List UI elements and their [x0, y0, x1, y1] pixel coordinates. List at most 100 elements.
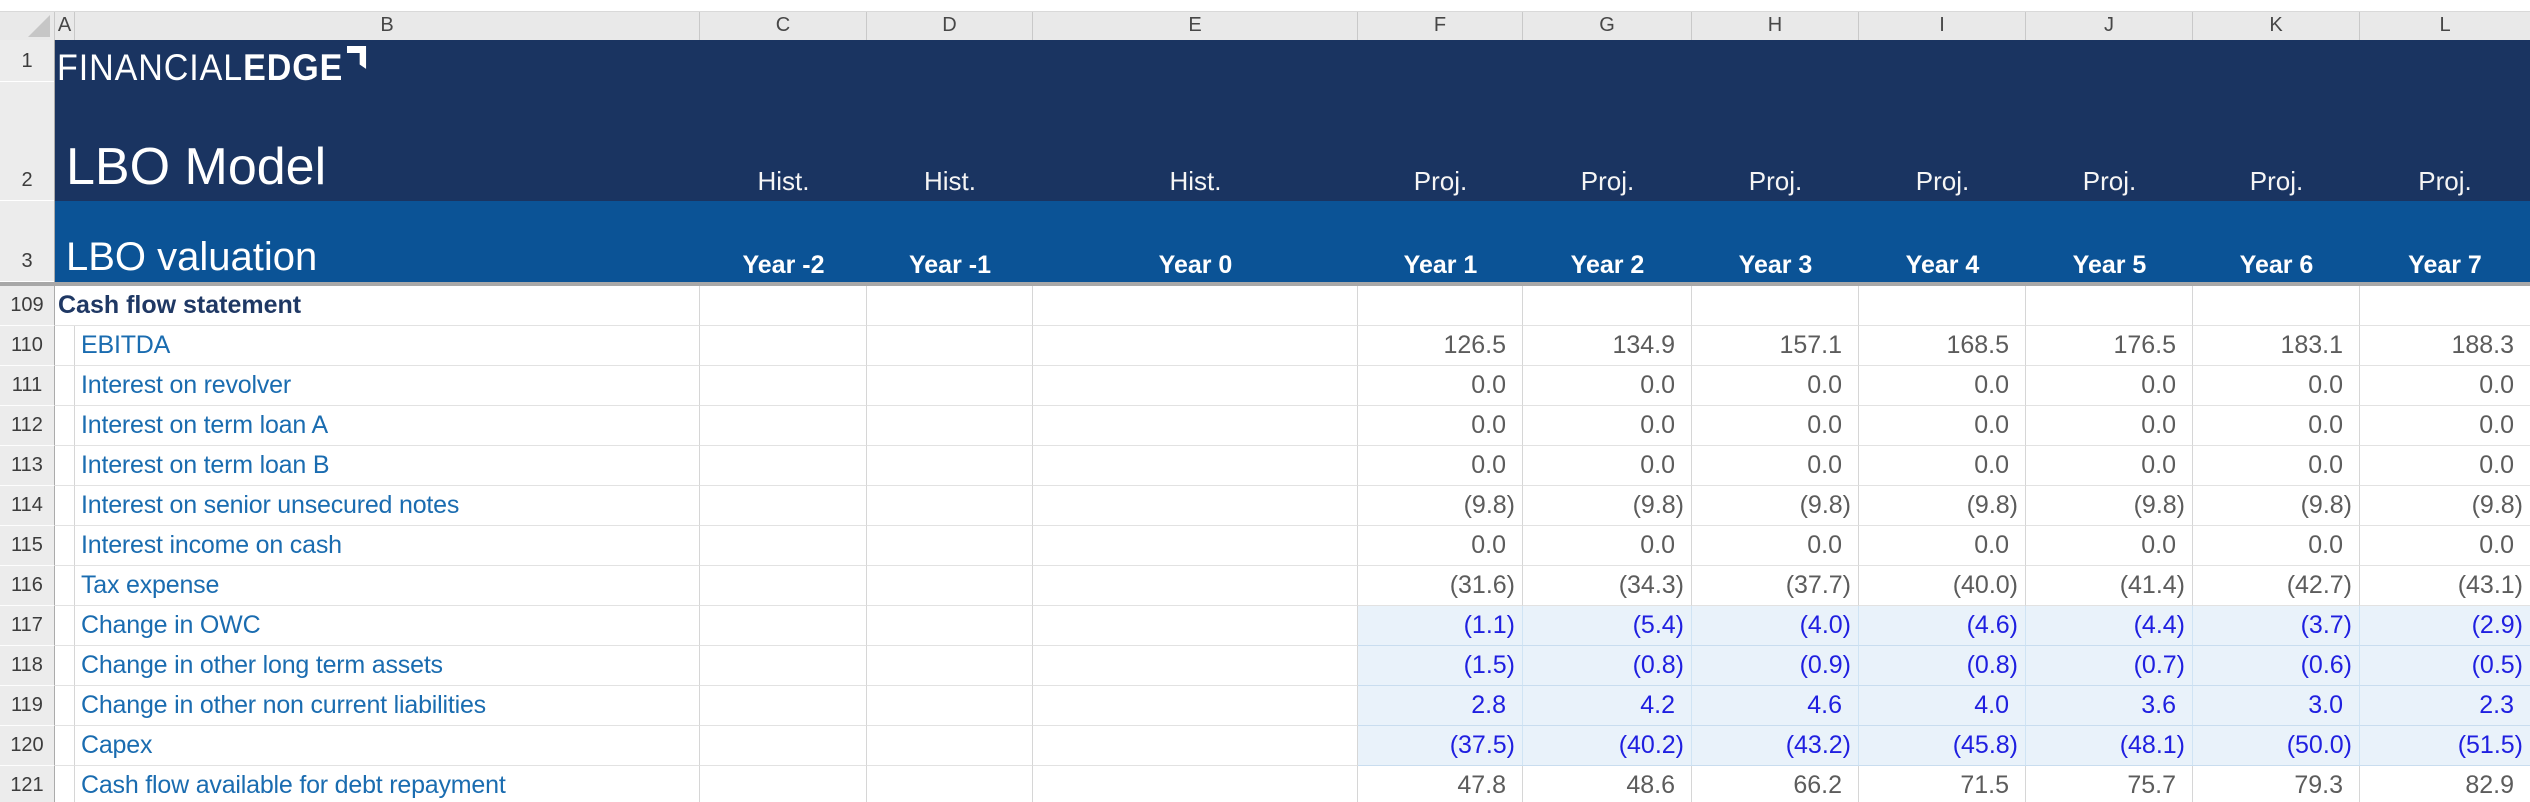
cell[interactable] — [55, 446, 75, 486]
row-label-cell[interactable]: Tax expense — [75, 566, 700, 606]
period-cell-h[interactable]: Proj. — [1748, 165, 1803, 196]
cell[interactable] — [867, 686, 1033, 726]
row-number[interactable]: 116 — [0, 566, 55, 606]
value-cell[interactable]: (43.1) — [2360, 566, 2530, 606]
value-cell[interactable]: 188.3 — [2360, 326, 2530, 366]
input-value-cell[interactable]: (50.0) — [2193, 726, 2360, 766]
value-cell[interactable]: 0.0 — [2360, 526, 2530, 566]
value-cell[interactable]: 0.0 — [1523, 366, 1692, 406]
row-number[interactable]: 111 — [0, 366, 55, 406]
cell[interactable] — [1033, 606, 1358, 646]
cell[interactable] — [2360, 286, 2530, 326]
cell[interactable] — [55, 326, 75, 366]
column-header-e[interactable]: E — [1033, 12, 1358, 40]
period-cell-d[interactable]: Hist. — [924, 165, 976, 196]
cell[interactable] — [867, 646, 1033, 686]
cell[interactable] — [1033, 566, 1358, 606]
row-label-cell[interactable]: Capex — [75, 726, 700, 766]
period-cell-l[interactable]: Proj. — [2418, 165, 2472, 196]
cell[interactable] — [55, 526, 75, 566]
cell[interactable] — [867, 766, 1033, 802]
input-value-cell[interactable]: (40.2) — [1523, 726, 1692, 766]
value-cell[interactable]: 0.0 — [1358, 446, 1523, 486]
cell[interactable] — [1033, 366, 1358, 406]
column-header-d[interactable]: D — [867, 12, 1033, 40]
row-label-cell[interactable]: Interest on term loan B — [75, 446, 700, 486]
cell[interactable] — [700, 726, 867, 766]
column-header-l[interactable]: L — [2360, 12, 2530, 40]
value-cell[interactable]: 0.0 — [1358, 406, 1523, 446]
period-cell-g[interactable]: Proj. — [1580, 165, 1635, 196]
cell[interactable] — [867, 566, 1033, 606]
value-cell[interactable]: 0.0 — [1692, 366, 1859, 406]
value-cell[interactable]: 0.0 — [2193, 446, 2360, 486]
input-value-cell[interactable]: (0.5) — [2360, 646, 2530, 686]
period-cell-k[interactable]: Proj. — [2249, 165, 2304, 196]
input-value-cell[interactable]: (1.1) — [1358, 606, 1523, 646]
cell[interactable] — [55, 646, 75, 686]
cell[interactable] — [700, 486, 867, 526]
value-cell[interactable]: (9.8) — [2026, 486, 2193, 526]
input-value-cell[interactable]: (43.2) — [1692, 726, 1859, 766]
value-cell[interactable]: 0.0 — [2360, 366, 2530, 406]
value-cell[interactable]: 183.1 — [2193, 326, 2360, 366]
value-cell[interactable]: 0.0 — [2193, 406, 2360, 446]
value-cell[interactable]: (9.8) — [2360, 486, 2530, 526]
period-cell-c[interactable]: Hist. — [757, 165, 810, 196]
value-cell[interactable]: 0.0 — [2360, 406, 2530, 446]
value-cell[interactable]: 47.8 — [1358, 766, 1523, 802]
cell[interactable] — [700, 646, 867, 686]
cell[interactable] — [700, 686, 867, 726]
value-cell[interactable]: (9.8) — [1358, 486, 1523, 526]
value-cell[interactable]: 0.0 — [1859, 406, 2026, 446]
cell[interactable] — [867, 446, 1033, 486]
input-value-cell[interactable]: (2.9) — [2360, 606, 2530, 646]
cell[interactable] — [700, 286, 867, 326]
year-cell-f[interactable]: Year 1 — [1403, 250, 1478, 279]
value-cell[interactable]: 0.0 — [2026, 526, 2193, 566]
value-cell[interactable]: 79.3 — [2193, 766, 2360, 802]
cell[interactable] — [55, 406, 75, 446]
row-label-cell[interactable]: Change in OWC — [75, 606, 700, 646]
year-cell-c[interactable]: Year -2 — [742, 250, 825, 279]
cell[interactable] — [2193, 286, 2360, 326]
column-header-j[interactable]: J — [2026, 12, 2193, 40]
period-cell-f[interactable]: Proj. — [1413, 165, 1468, 196]
column-header-a[interactable]: A — [55, 12, 75, 40]
input-value-cell[interactable]: (0.9) — [1692, 646, 1859, 686]
sheet-title[interactable]: LBO Model — [66, 138, 327, 196]
value-cell[interactable]: (40.0) — [1859, 566, 2026, 606]
section-subtitle[interactable]: LBO valuation — [66, 235, 318, 279]
cell[interactable] — [700, 526, 867, 566]
value-cell[interactable]: (42.7) — [2193, 566, 2360, 606]
input-value-cell[interactable]: (45.8) — [1859, 726, 2026, 766]
value-cell[interactable]: 0.0 — [1859, 446, 2026, 486]
cell[interactable] — [867, 606, 1033, 646]
year-cell-h[interactable]: Year 3 — [1738, 250, 1813, 279]
input-value-cell[interactable]: 2.8 — [1358, 686, 1523, 726]
input-value-cell[interactable]: (4.0) — [1692, 606, 1859, 646]
cell[interactable] — [1033, 486, 1358, 526]
cell[interactable] — [55, 726, 75, 766]
year-cell-l[interactable]: Year 7 — [2408, 250, 2482, 279]
row-number[interactable]: 115 — [0, 526, 55, 566]
row-number[interactable]: 121 — [0, 766, 55, 802]
cell[interactable] — [700, 606, 867, 646]
value-cell[interactable]: 0.0 — [1859, 366, 2026, 406]
row-label-cell[interactable]: Interest income on cash — [75, 526, 700, 566]
cell[interactable] — [1358, 286, 1523, 326]
cell[interactable] — [700, 366, 867, 406]
value-cell[interactable]: 0.0 — [1859, 526, 2026, 566]
cell[interactable] — [1033, 766, 1358, 802]
row-header-3[interactable]: 3 — [0, 201, 54, 282]
cell[interactable] — [55, 566, 75, 606]
year-cell-e[interactable]: Year 0 — [1158, 250, 1233, 279]
input-value-cell[interactable]: 4.2 — [1523, 686, 1692, 726]
column-header-c[interactable]: C — [700, 12, 867, 40]
cell[interactable] — [867, 326, 1033, 366]
value-cell[interactable]: 126.5 — [1358, 326, 1523, 366]
value-cell[interactable]: (34.3) — [1523, 566, 1692, 606]
value-cell[interactable]: 48.6 — [1523, 766, 1692, 802]
cell[interactable] — [55, 766, 75, 802]
cell[interactable] — [700, 326, 867, 366]
